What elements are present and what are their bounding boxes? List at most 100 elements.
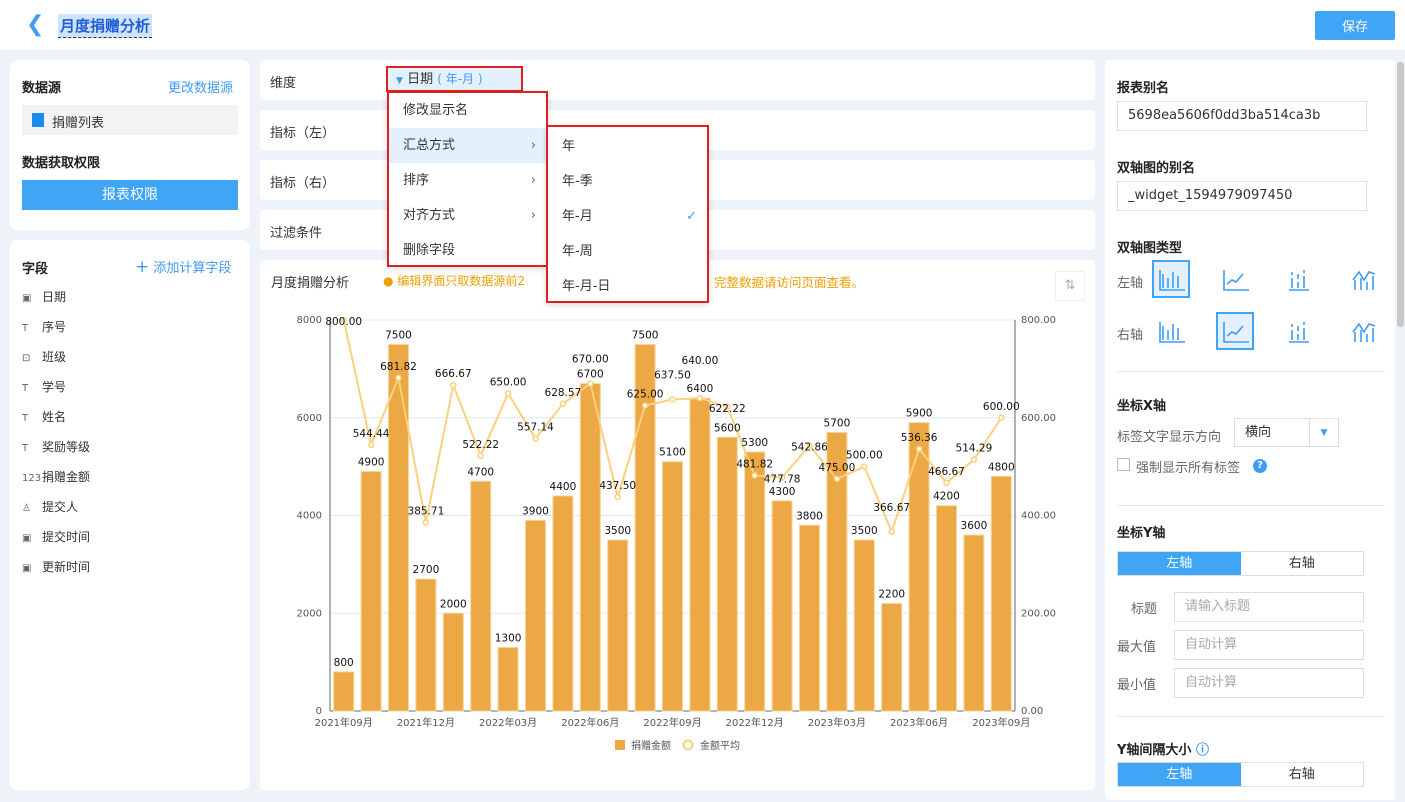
force-labels-checkbox[interactable] xyxy=(1117,458,1130,471)
dimension-pill[interactable]: ▼ 日期 ( 年-月 ) xyxy=(386,66,523,92)
bar[interactable] xyxy=(662,461,683,712)
back-icon[interactable]: ❮ xyxy=(26,12,45,37)
left-axis-stacked-bar-option[interactable] xyxy=(1280,260,1318,298)
line-point[interactable] xyxy=(778,474,786,481)
field-item[interactable]: 123捐赠金额 xyxy=(22,468,90,485)
bar[interactable] xyxy=(716,436,738,712)
bar[interactable] xyxy=(771,500,793,712)
menu-item[interactable]: 排序 › xyxy=(389,163,546,198)
line-point[interactable] xyxy=(641,402,649,409)
left-axis-stacked-line-option[interactable] xyxy=(1344,260,1382,298)
bar[interactable] xyxy=(799,524,820,712)
y-title-input[interactable]: 请输入标题 xyxy=(1174,592,1364,622)
submenu-item[interactable]: 年 xyxy=(548,129,707,164)
line-point[interactable] xyxy=(587,380,594,387)
tab-left-axis[interactable]: 左轴 xyxy=(1118,552,1241,575)
legend-line-label[interactable]: 金额平均 xyxy=(700,739,740,752)
line-point[interactable] xyxy=(395,374,402,382)
bar[interactable] xyxy=(470,480,492,712)
line-point[interactable] xyxy=(422,519,430,526)
bar[interactable] xyxy=(826,431,848,712)
submenu-item[interactable]: 年-季 xyxy=(548,164,707,199)
bar[interactable] xyxy=(963,534,985,712)
right-axis-stacked-bar-option[interactable] xyxy=(1280,312,1318,350)
line-point[interactable] xyxy=(669,396,676,403)
field-item[interactable]: ⊡ 班级 xyxy=(22,348,66,365)
scrollbar[interactable] xyxy=(1397,62,1404,327)
line-point[interactable] xyxy=(861,463,868,470)
bar[interactable] xyxy=(990,475,1012,712)
add-calc-field-button[interactable]: + 添加计算字段 xyxy=(135,257,231,277)
bar[interactable] xyxy=(689,397,711,712)
menu-item[interactable]: 修改显示名 xyxy=(389,93,546,128)
bar[interactable] xyxy=(415,578,437,712)
right-axis-line-chart-option[interactable] xyxy=(1216,312,1254,350)
bar[interactable] xyxy=(881,602,903,712)
dual-alias-input[interactable]: _widget_1594979097450 xyxy=(1117,181,1367,211)
field-item[interactable]: T 学号 xyxy=(22,378,66,395)
line-point[interactable] xyxy=(915,445,923,453)
line-point[interactable] xyxy=(367,441,375,449)
bar[interactable] xyxy=(442,612,464,712)
line-point[interactable] xyxy=(614,493,621,501)
line-point[interactable] xyxy=(751,472,758,479)
submenu-item[interactable]: 年-月 ✓ xyxy=(548,199,707,234)
submenu-item[interactable]: 年-周 xyxy=(548,234,707,269)
line-point[interactable] xyxy=(532,435,539,442)
help-icon[interactable]: ? xyxy=(1253,459,1267,473)
left-axis-bar-chart-option[interactable] xyxy=(1152,260,1190,298)
y-min-input[interactable]: 自动计算 xyxy=(1174,668,1364,698)
bar[interactable] xyxy=(525,519,546,712)
report-title[interactable]: 月度捐赠分析 xyxy=(58,14,153,38)
line-point[interactable] xyxy=(340,316,347,324)
bar[interactable] xyxy=(360,471,382,712)
change-datasource-link[interactable]: 更改数据源 xyxy=(168,81,234,96)
right-axis-stacked-line-option[interactable] xyxy=(1344,312,1382,350)
menu-item[interactable]: 删除字段 xyxy=(389,233,546,268)
bar[interactable] xyxy=(333,671,355,712)
line-point[interactable] xyxy=(504,390,512,397)
line-point[interactable] xyxy=(450,381,457,389)
field-item[interactable]: ▣ 更新时间 xyxy=(22,558,90,575)
bar[interactable] xyxy=(607,539,629,712)
field-item[interactable]: ▣ 提交时间 xyxy=(22,528,90,545)
label-direction-select[interactable]: 横向 ▼ xyxy=(1234,418,1339,447)
bar[interactable] xyxy=(744,451,766,712)
tab-interval-left[interactable]: 左轴 xyxy=(1118,763,1241,786)
alias-input[interactable]: 5698ea5606f0dd3ba514ca3b xyxy=(1117,101,1367,131)
field-item[interactable]: T 姓名 xyxy=(22,408,66,425)
line-point[interactable] xyxy=(998,414,1005,421)
tab-interval-right[interactable]: 右轴 xyxy=(1288,767,1315,782)
field-item[interactable]: ♙ 提交人 xyxy=(22,498,78,515)
bar[interactable] xyxy=(552,495,574,712)
menu-item[interactable]: 对齐方式 › xyxy=(389,198,546,233)
line-point[interactable] xyxy=(724,403,731,411)
bar[interactable] xyxy=(579,383,601,712)
line-point[interactable] xyxy=(970,456,978,463)
field-item[interactable]: T 序号 xyxy=(22,318,66,335)
field-item[interactable]: ▣ 日期 xyxy=(22,288,66,305)
bar[interactable] xyxy=(634,343,656,712)
line-point[interactable] xyxy=(477,452,484,460)
line-point[interactable] xyxy=(806,442,813,449)
y-max-input[interactable]: 自动计算 xyxy=(1174,630,1364,660)
bar[interactable] xyxy=(388,343,409,712)
line-point[interactable] xyxy=(696,394,704,402)
field-item[interactable]: T 奖励等级 xyxy=(22,438,90,455)
help-icon[interactable]: ⓘ xyxy=(1195,743,1209,758)
bar[interactable] xyxy=(497,646,519,712)
right-axis-bar-chart-option[interactable] xyxy=(1152,312,1190,350)
line-point[interactable] xyxy=(559,400,567,408)
report-permission-button[interactable]: 报表权限 xyxy=(22,180,238,210)
line-point[interactable] xyxy=(888,528,895,536)
line-point[interactable] xyxy=(943,479,950,487)
line-point[interactable] xyxy=(833,475,841,483)
menu-item[interactable]: 汇总方式 › xyxy=(389,128,546,163)
swap-axes-icon[interactable]: ⇅ xyxy=(1055,271,1085,301)
bar[interactable] xyxy=(853,539,875,712)
save-button[interactable]: 保存 xyxy=(1315,11,1395,40)
datasource-item[interactable]: 捐赠列表 xyxy=(22,105,238,135)
tab-right-axis[interactable]: 右轴 xyxy=(1288,556,1315,571)
submenu-item[interactable]: 年-月-日 xyxy=(548,269,707,304)
left-axis-line-chart-option[interactable] xyxy=(1216,260,1254,298)
